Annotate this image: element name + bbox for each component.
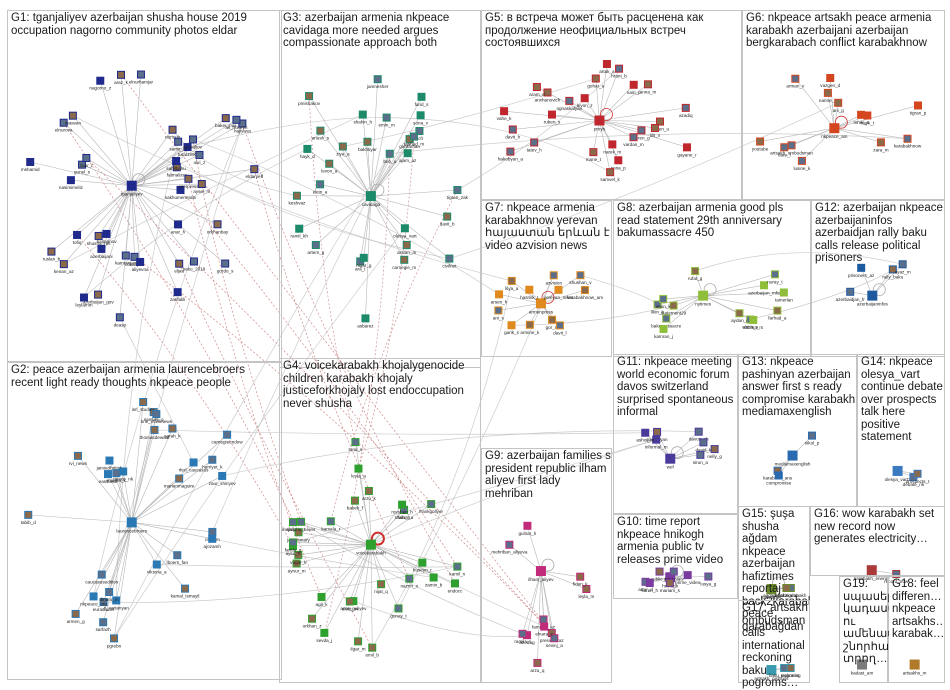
group-panel-g9: G9: azerbaijan families s president repu… xyxy=(481,448,612,683)
group-label-g1: G1: tganjaliyev azerbaijan shusha house … xyxy=(11,12,275,37)
group-panel-g6: G6: nkpeace artsakh peace armenia karaba… xyxy=(742,10,945,200)
group-panel-g16: G16: wow karabakh set new record now gen… xyxy=(810,506,945,576)
group-label-g2: G2: peace azerbaijan armenia laurencebro… xyxy=(11,364,275,389)
group-panel-g13: G13: nkpeace pashinyan azerbaijan answer… xyxy=(738,354,857,507)
group-panel-g12: G12: azerbaijan nkpeace azerbaijaninfos … xyxy=(811,200,945,357)
group-label-g6: G6: nkpeace artsakh peace armenia karaba… xyxy=(746,12,942,50)
group-label-g19: G19: սպասել կադաստ ու ամենապես շնորհակալ… xyxy=(843,578,889,666)
group-panel-g15: G15: şuşa shusha ağdam nkpeace azerbaija… xyxy=(738,506,810,601)
group-panel-g1: G1: tganjaliyev azerbaijan shusha house … xyxy=(7,10,282,362)
group-label-g5: G5: в встреча может быть расценена как п… xyxy=(485,12,740,50)
group-panel-g7: G7: nkpeace armenia karabakhnow yerevan … xyxy=(481,200,612,357)
group-label-g11: G11: nkpeace meeting world economic foru… xyxy=(617,356,737,419)
group-panel-g2: G2: peace azerbaijan armenia laurencebro… xyxy=(7,362,282,680)
group-panel-g14: G14: nkpeace olesya_vart continue debate… xyxy=(857,354,945,507)
group-panel-g17: G17: artsakh ombudsman calls internation… xyxy=(738,600,810,683)
group-label-g4: G4: voicekarabakh khojalygenocide childr… xyxy=(283,360,478,410)
group-panel-g8: G8: azerbaijan armenia good pls read sta… xyxy=(613,200,811,357)
group-label-g9: G9: azerbaijan families s president repu… xyxy=(485,450,611,500)
group-label-g18: G18: feel differen… nkpeace artsakhs… ka… xyxy=(892,578,944,641)
group-panel-g10: G10: time report nkpeace hnikogh armenia… xyxy=(613,514,738,599)
group-panel-g4: G4: voicekarabakh khojalygenocide childr… xyxy=(279,358,481,683)
group-label-g16: G16: wow karabakh set new record now gen… xyxy=(814,508,944,546)
group-label-g14: G14: nkpeace olesya_vart continue debate… xyxy=(861,356,943,444)
group-panel-g19: G19: սպասել կադաստ ու ամենապես շնորհակալ… xyxy=(839,576,888,683)
group-label-g7: G7: nkpeace armenia karabakhnow yerevan … xyxy=(485,202,611,252)
group-panel-g3: G3: azerbaijan armenia nkpeace cavidaga … xyxy=(279,10,481,368)
group-label-g17: G17: artsakh ombudsman calls internation… xyxy=(742,602,810,690)
group-panel-g5: G5: в встреча может быть расценена как п… xyxy=(481,10,742,200)
group-panel-g18: G18: feel differen… nkpeace artsakhs… ka… xyxy=(888,576,945,683)
group-label-g13: G13: nkpeace pashinyan azerbaijan answer… xyxy=(742,356,856,419)
group-label-g3: G3: azerbaijan armenia nkpeace cavidaga … xyxy=(283,12,478,50)
group-label-g8: G8: azerbaijan armenia good pls read sta… xyxy=(617,202,807,240)
group-label-g10: G10: time report nkpeace hnikogh armenia… xyxy=(617,516,737,566)
group-label-g12: G12: azerbaijan nkpeace azerbaijaninfos … xyxy=(815,202,945,265)
group-panel-g11: G11: nkpeace meeting world economic foru… xyxy=(613,354,738,514)
